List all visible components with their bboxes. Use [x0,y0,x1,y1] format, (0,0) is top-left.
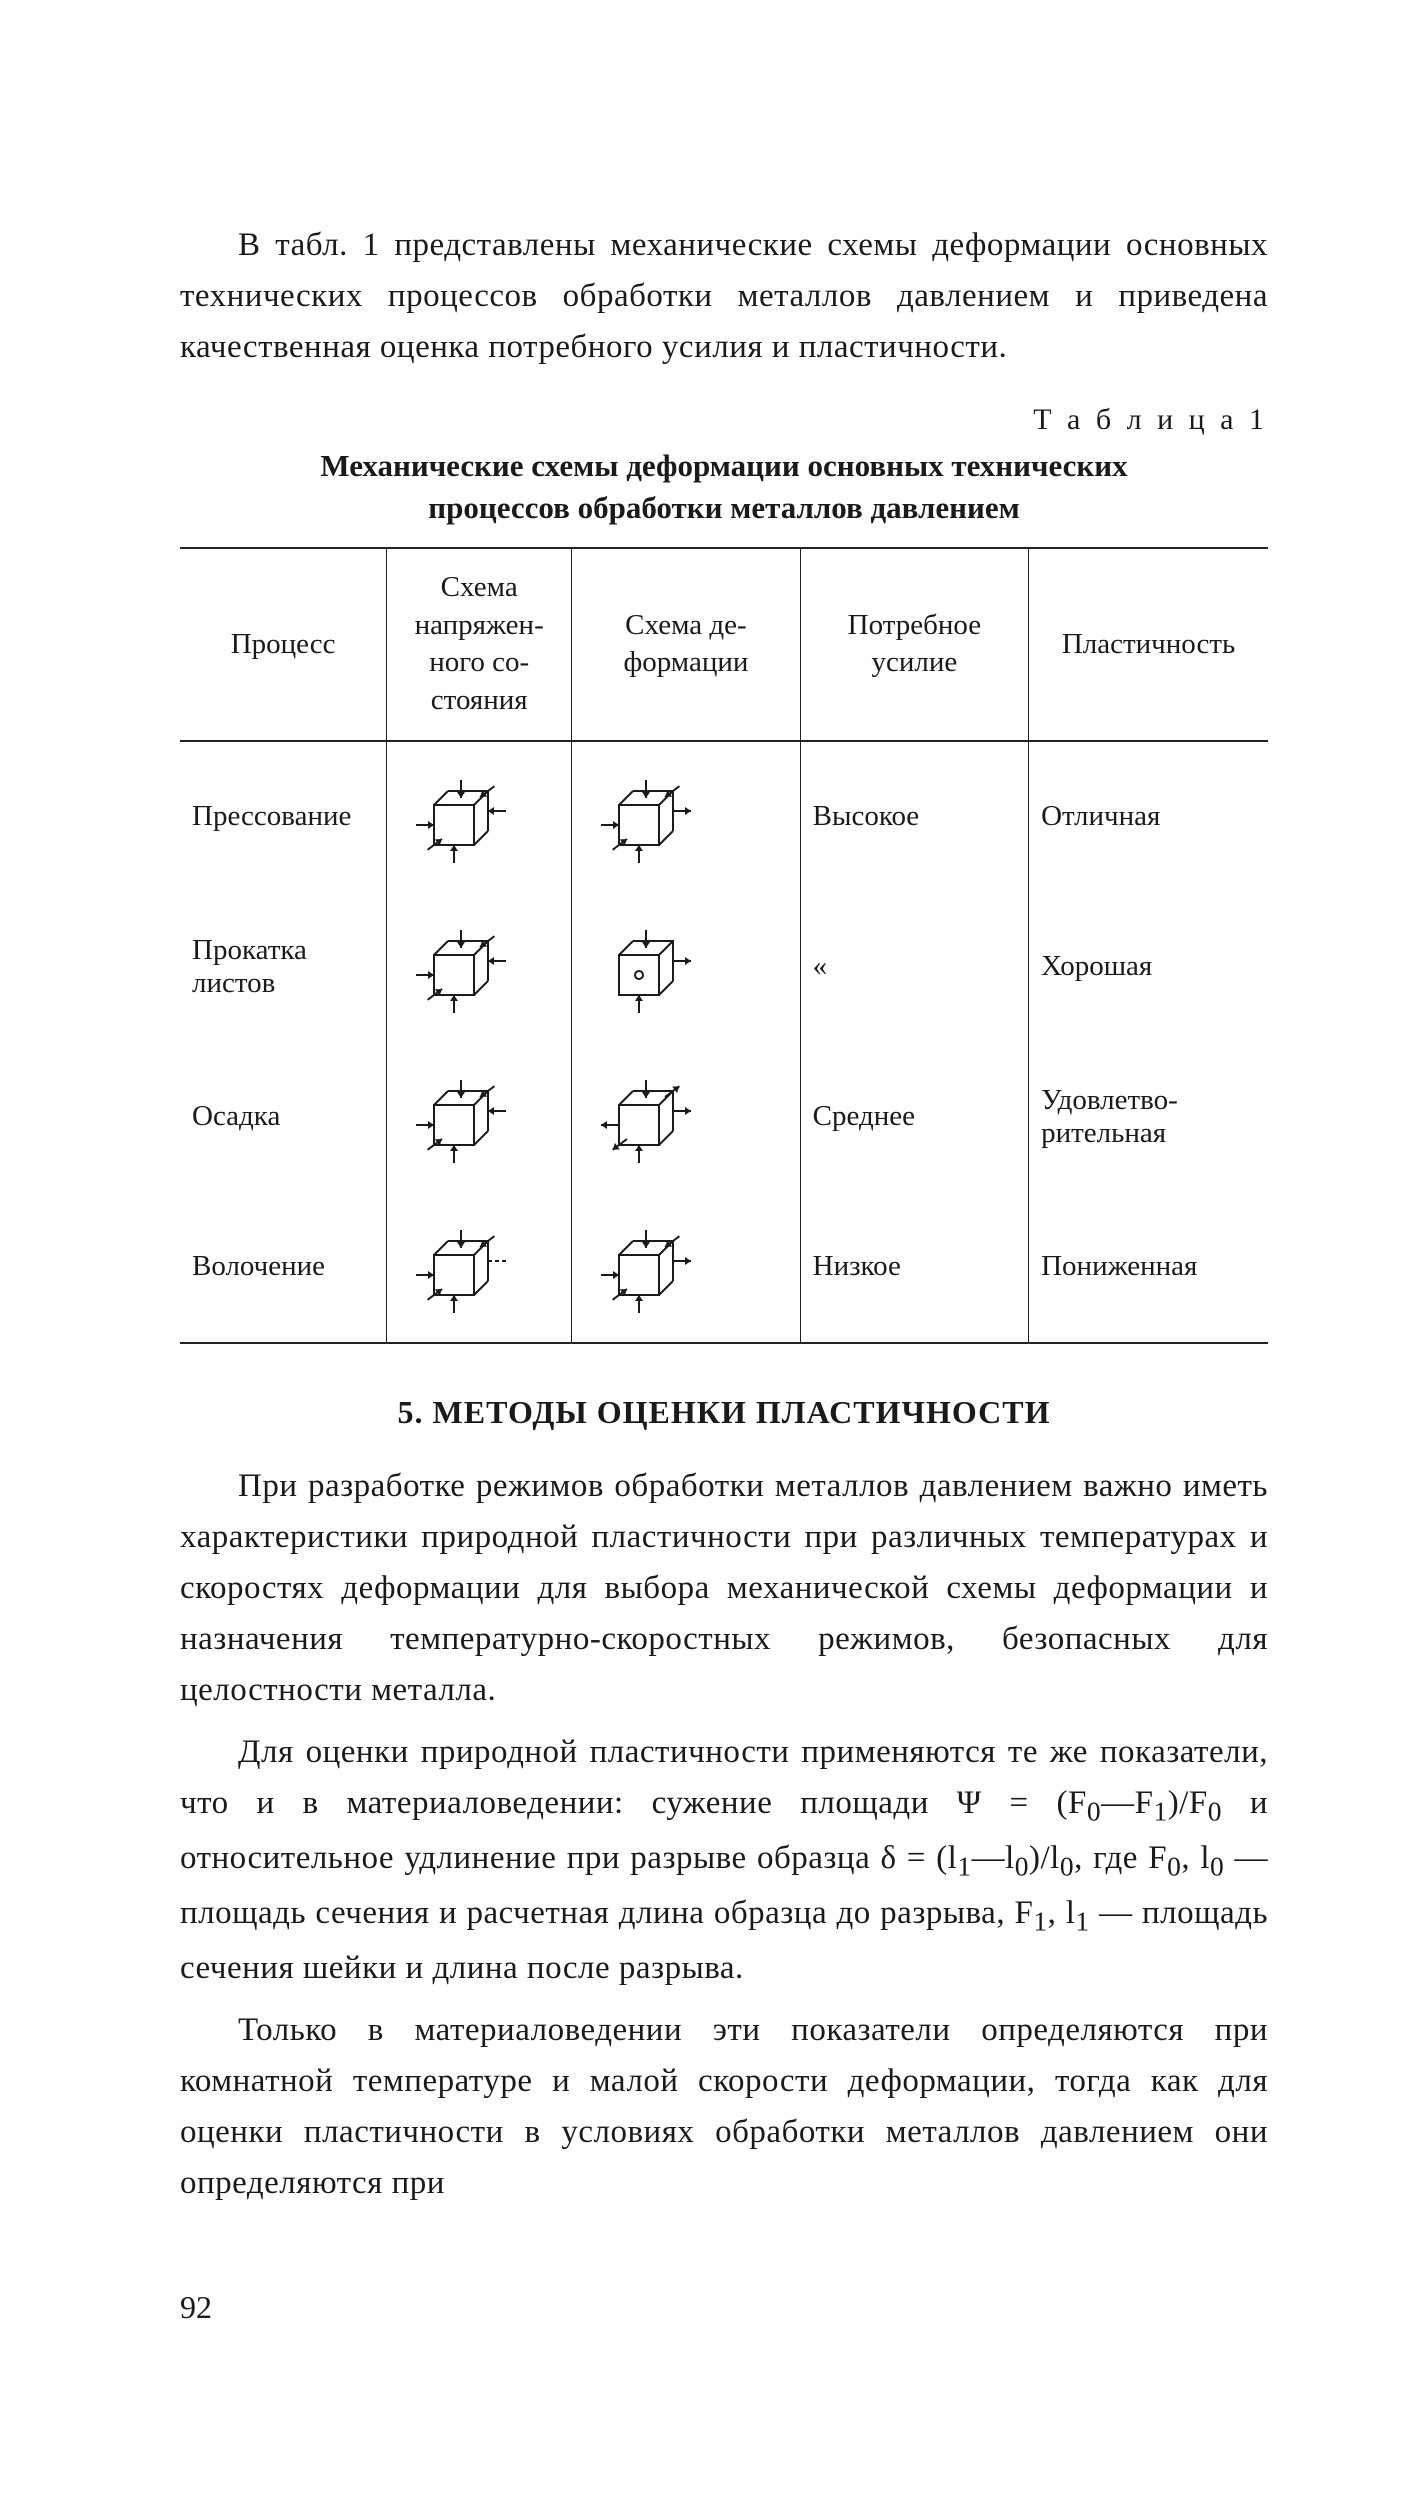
table-row: Прокатка листов «Хорошая [180,892,1268,1042]
page-number: 92 [180,2289,212,2326]
paragraph-2: Для оценки природной пластичности примен… [180,1727,1268,1995]
paragraph-3: Только в материаловедении эти показатели… [180,2005,1268,2210]
sub: 0 [1060,1851,1074,1882]
cell-process: Волочение [180,1192,387,1343]
sub: 1 [957,1851,971,1882]
p2-text: , l [1181,1840,1210,1876]
cell-deform-scheme [572,892,800,1042]
cell-process: Осадка [180,1042,387,1192]
table-row: Волочение НизкоеПонижен­ная [180,1192,1268,1343]
cell-stress-scheme [387,741,572,892]
sub: 1 [1153,1795,1167,1826]
p2-text: )/F [1168,1785,1208,1821]
cell-plasticity: Отличная [1029,741,1268,892]
cell-deform-scheme [572,741,800,892]
sub: 1 [1075,1906,1089,1937]
table-row: Прессова­ние ВысокоеОтличная [180,741,1268,892]
table-row: Осадка СреднееУдовлетво­рительная [180,1042,1268,1192]
cell-plasticity: Удовлетво­рительная [1029,1042,1268,1192]
p2-text: , l [1048,1895,1076,1931]
cell-plasticity: Хорошая [1029,892,1268,1042]
p2-text: , где F [1074,1840,1167,1876]
cell-plasticity: Понижен­ная [1029,1192,1268,1343]
table-caption-line2: процессов обработки металлов давлением [428,490,1019,525]
cell-stress-scheme [387,1042,572,1192]
sub: 0 [1167,1851,1181,1882]
th-stress: Схема напряжен­ного со­стояния [387,548,572,741]
sub: 0 [1015,1851,1029,1882]
cell-force: Низкое [800,1192,1028,1343]
cell-process: Прессова­ние [180,741,387,892]
page: В табл. 1 представлены механические схем… [0,0,1408,2496]
sub: 0 [1210,1851,1224,1882]
cell-force: Среднее [800,1042,1028,1192]
paragraph-1: При разработке режимов обработки металло… [180,1461,1268,1717]
sub: 0 [1087,1795,1101,1826]
cell-deform-scheme [572,1192,800,1343]
schemes-table: Процесс Схема напряжен­ного со­стояния С… [180,547,1268,1344]
cell-deform-scheme [572,1042,800,1192]
cell-force: Высокое [800,741,1028,892]
intro-paragraph: В табл. 1 представлены механические схем… [180,220,1268,373]
table-label: Т а б л и ц а 1 [180,403,1268,437]
sub: 0 [1208,1795,1222,1826]
p2-text: —l [972,1840,1015,1876]
sub: 1 [1033,1906,1047,1937]
cell-force: « [800,892,1028,1042]
table-caption-line1: Механические схемы деформации основных т… [320,448,1127,483]
cell-process: Прокатка листов [180,892,387,1042]
th-plasticity: Пластичность [1029,548,1268,741]
table-header-row: Процесс Схема напряжен­ного со­стояния С… [180,548,1268,741]
cell-stress-scheme [387,1192,572,1343]
section-heading: 5. МЕТОДЫ ОЦЕНКИ ПЛАСТИЧНОСТИ [180,1394,1268,1431]
th-deform: Схема де­формации [572,548,800,741]
th-process: Процесс [180,548,387,741]
table-caption: Механические схемы деформации основных т… [180,445,1268,529]
table-body: Прессова­ниеВысокоеОтличнаяПрокатка лист… [180,741,1268,1343]
p2-text: )/l [1029,1840,1060,1876]
p2-text: —F [1101,1785,1153,1821]
th-force: Потребное усилие [800,548,1028,741]
cell-stress-scheme [387,892,572,1042]
